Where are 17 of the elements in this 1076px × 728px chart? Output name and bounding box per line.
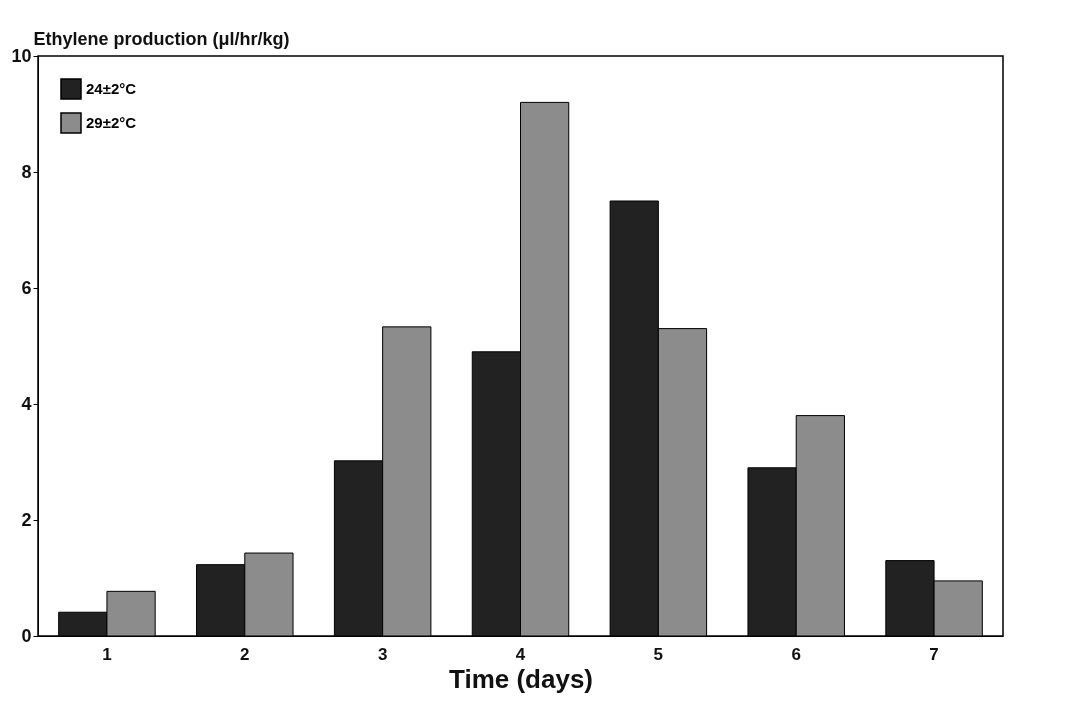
legend-label: 24±2°C — [86, 80, 137, 97]
y-tick-label: 8 — [21, 161, 32, 182]
x-tick-label: 5 — [653, 644, 664, 664]
y-tick-label: 10 — [11, 45, 32, 66]
legend-label: 29±2°C — [86, 114, 137, 131]
x-tick-label: 4 — [515, 644, 526, 664]
y-tick-label: 0 — [21, 625, 32, 646]
x-tick-label: 2 — [240, 644, 250, 664]
x-tick-label: 6 — [791, 644, 801, 664]
y-tick-label: 4 — [21, 393, 32, 414]
y-tick-label: 6 — [21, 277, 32, 298]
x-tick-label: 3 — [377, 644, 388, 664]
y-tick-label: 2 — [21, 509, 32, 530]
y-axis-title: Ethylene production (μl/hr/kg) — [33, 28, 290, 49]
x-tick-label: 1 — [102, 644, 112, 664]
x-tick-label: 7 — [929, 644, 939, 664]
x-axis-title: Time (days) — [448, 663, 594, 694]
